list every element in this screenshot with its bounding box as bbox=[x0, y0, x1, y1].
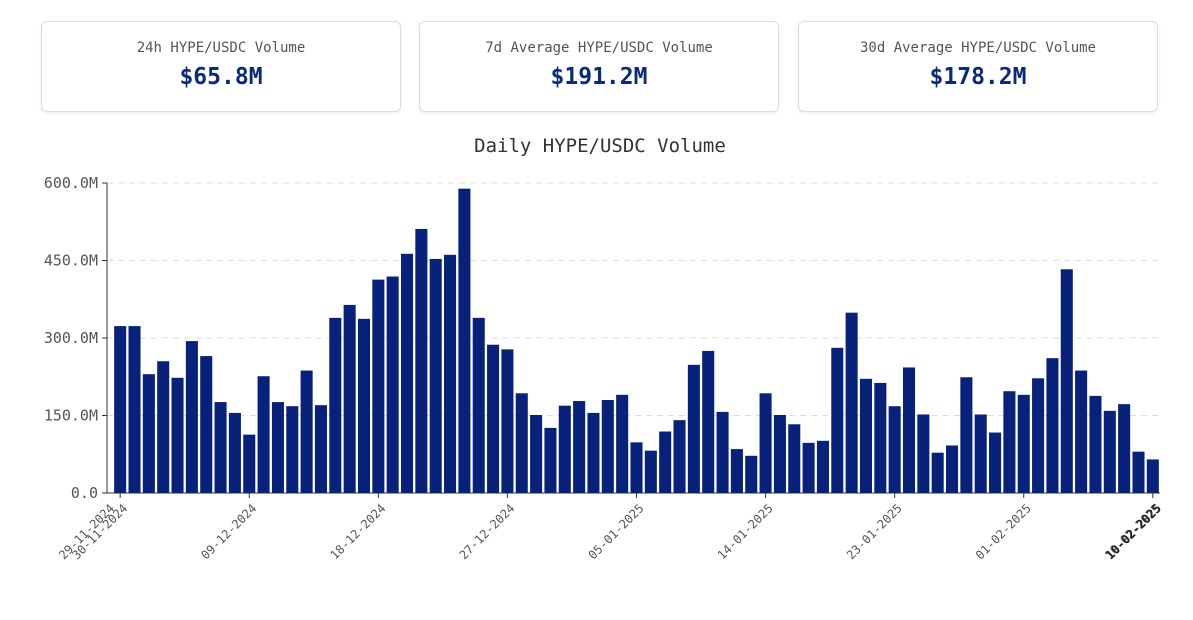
bar bbox=[601, 400, 614, 493]
bar bbox=[458, 188, 471, 493]
bar bbox=[673, 420, 686, 493]
bar bbox=[1032, 378, 1045, 493]
bar bbox=[515, 393, 528, 493]
bar bbox=[917, 414, 930, 493]
stat-card: 30d Average HYPE/USDC Volume $178.2M bbox=[798, 21, 1158, 112]
bar bbox=[271, 402, 284, 493]
x-tick-label: 01-02-2025 bbox=[973, 501, 1034, 562]
stat-value: $191.2M bbox=[550, 64, 648, 90]
bar bbox=[357, 318, 371, 493]
bar bbox=[974, 414, 987, 493]
bar bbox=[472, 317, 485, 493]
y-tick-label: 150.0M bbox=[44, 407, 98, 425]
bar bbox=[888, 406, 901, 493]
bar bbox=[644, 450, 657, 493]
stat-label: 24h HYPE/USDC Volume bbox=[136, 40, 306, 56]
bar bbox=[286, 406, 299, 493]
bar bbox=[214, 402, 227, 493]
bar bbox=[902, 367, 916, 493]
bar bbox=[300, 370, 313, 493]
bar bbox=[157, 361, 170, 493]
bar bbox=[1003, 391, 1016, 493]
stat-value: $65.8M bbox=[179, 64, 263, 90]
bar bbox=[314, 405, 327, 493]
bar bbox=[788, 424, 801, 493]
y-tick-label: 600.0M bbox=[44, 174, 98, 192]
bar bbox=[444, 254, 457, 493]
y-tick-label: 0.0 bbox=[71, 484, 98, 502]
bar bbox=[1089, 395, 1102, 493]
bar bbox=[802, 442, 815, 493]
y-tick-label: 300.0M bbox=[44, 329, 98, 347]
bar bbox=[845, 312, 858, 493]
bar bbox=[429, 258, 442, 493]
bar bbox=[185, 341, 198, 493]
bar bbox=[573, 401, 586, 493]
stat-label: 7d Average HYPE/USDC Volume bbox=[485, 40, 713, 56]
bar bbox=[544, 427, 557, 493]
chart-title: Daily HYPE/USDC Volume bbox=[474, 135, 726, 157]
bar bbox=[228, 412, 241, 493]
bar bbox=[257, 376, 270, 493]
bar bbox=[530, 414, 543, 493]
bar bbox=[1060, 269, 1073, 493]
bar bbox=[171, 377, 184, 493]
stat-card: 7d Average HYPE/USDC Volume $191.2M bbox=[419, 21, 779, 112]
bar bbox=[415, 228, 428, 493]
bar bbox=[400, 253, 414, 493]
bar bbox=[960, 377, 973, 493]
bar bbox=[1046, 358, 1059, 493]
x-tick-label: 14-01-2025 bbox=[715, 501, 776, 562]
bar bbox=[630, 442, 643, 493]
bar bbox=[931, 452, 944, 493]
y-tick-label: 450.0M bbox=[44, 252, 98, 270]
bar bbox=[558, 405, 571, 493]
x-tick-label: 05-01-2025 bbox=[586, 501, 647, 562]
bar bbox=[1118, 404, 1131, 493]
bar bbox=[1017, 394, 1030, 493]
bar bbox=[702, 350, 715, 493]
stat-card: 24h HYPE/USDC Volume $65.8M bbox=[41, 21, 401, 112]
bar bbox=[501, 349, 514, 493]
bar bbox=[989, 432, 1002, 493]
bar bbox=[946, 445, 959, 493]
bar bbox=[730, 449, 743, 493]
bar bbox=[659, 431, 672, 493]
bar bbox=[616, 394, 629, 493]
stat-value: $178.2M bbox=[929, 64, 1027, 90]
bar bbox=[1075, 370, 1088, 493]
x-tick-label: 23-01-2025 bbox=[844, 501, 905, 562]
bar bbox=[687, 364, 700, 493]
bar bbox=[128, 326, 141, 493]
bar bbox=[859, 378, 873, 493]
bar bbox=[243, 434, 256, 493]
bar bbox=[329, 317, 342, 493]
bar bbox=[716, 411, 729, 493]
stat-label: 30d Average HYPE/USDC Volume bbox=[859, 40, 1096, 56]
bar bbox=[874, 382, 887, 493]
x-tick-label: 09-12-2024 bbox=[198, 501, 259, 562]
bar bbox=[487, 344, 500, 493]
bar bbox=[343, 304, 356, 493]
bar bbox=[816, 440, 829, 493]
bar bbox=[1132, 451, 1145, 493]
bar bbox=[587, 412, 600, 493]
bar bbox=[142, 374, 155, 493]
bar bbox=[831, 347, 844, 493]
bar bbox=[200, 356, 213, 493]
bar bbox=[114, 326, 127, 493]
x-tick-label: 27-12-2024 bbox=[457, 501, 518, 562]
bar bbox=[745, 455, 758, 493]
bar bbox=[372, 279, 385, 493]
x-tick-label: 18-12-2024 bbox=[327, 501, 388, 562]
bar bbox=[759, 393, 772, 493]
bar bbox=[773, 414, 786, 493]
bar bbox=[386, 276, 399, 493]
x-tick-label: 10-02-2025 bbox=[1103, 501, 1164, 562]
bar bbox=[1103, 410, 1116, 493]
bar bbox=[1146, 459, 1159, 493]
